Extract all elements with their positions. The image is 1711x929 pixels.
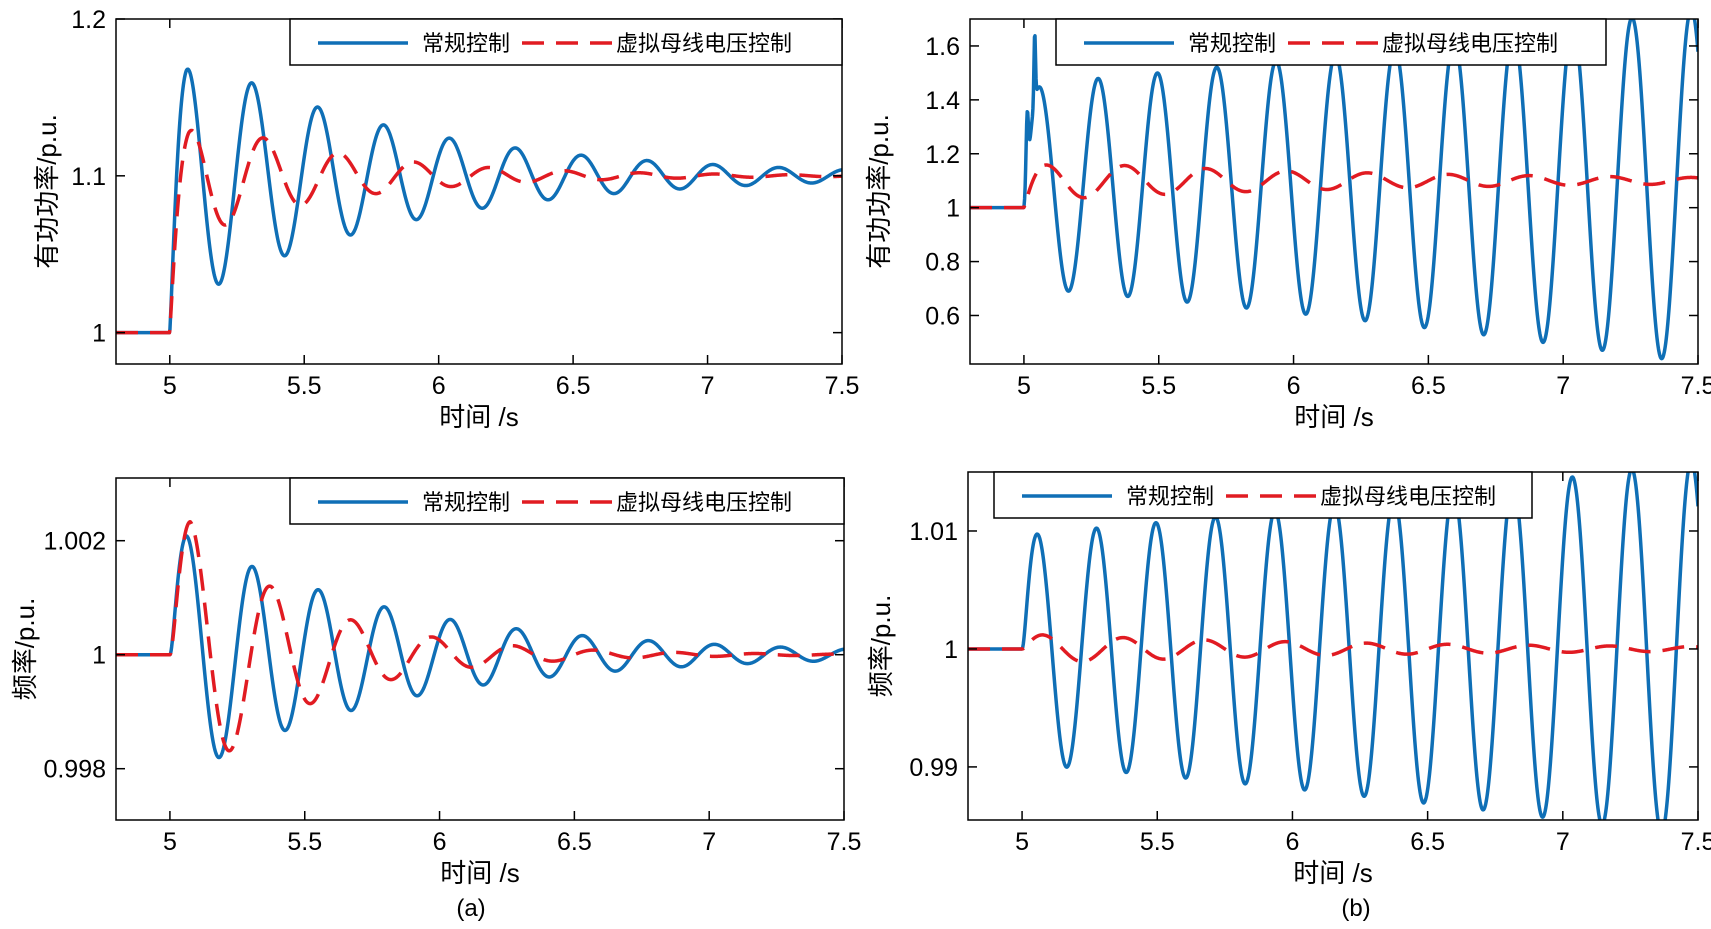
y-tick-label: 0.998: [43, 756, 106, 784]
y-tick-label: 0.8: [925, 249, 960, 277]
x-tick-label: 7.5: [1681, 372, 1711, 400]
y-axis-label: 频率/p.u.: [10, 598, 40, 701]
x-tick-label: 5.5: [287, 828, 322, 856]
y-tick-label: 1.002: [43, 528, 106, 556]
axes-frame: [115, 477, 845, 821]
series-group: [116, 520, 844, 760]
x-tick-label: 7.5: [825, 372, 860, 400]
y-tick-label: 1.4: [925, 87, 960, 115]
y-tick-label: 1.1: [71, 163, 106, 191]
x-tick-label: 6.5: [1411, 372, 1446, 400]
x-tick-label: 5: [1017, 372, 1031, 400]
series-group: [116, 67, 842, 335]
y-tick-label: 1: [92, 642, 106, 670]
legend-label-virtual-bus: 虚拟母线电压控制: [1320, 484, 1496, 509]
x-tick-label: 5: [163, 828, 177, 856]
panel-label-b: (b): [1341, 895, 1370, 922]
chart-b-active-power: 5 5.5 6 6.5 7 7.5 0.6 0.8 1 1.2 1.4 1.6 时间 /s 有功功率/p.…: [864, 18, 1711, 432]
x-axis-label: 时间 /s: [440, 858, 519, 888]
legend: 常规控制 虚拟母线电压控制: [1055, 18, 1607, 66]
panel-label-a: (a): [456, 895, 485, 922]
x-tick-label: 6.5: [557, 828, 592, 856]
chart-a-frequency: 5 5.5 6 6.5 7 7.5 0.998 1 1.002 时间 /s 频率/p.u. 常规控制 虚…: [10, 477, 862, 888]
y-tick-label: 0.99: [909, 754, 958, 782]
legend: 常规控制 虚拟母线电压控制: [289, 18, 843, 66]
x-tick-label: 6: [432, 372, 446, 400]
axes-frame: [115, 18, 843, 365]
x-tick-label: 6.5: [556, 372, 591, 400]
x-axis-label: 时间 /s: [439, 402, 518, 432]
y-axis-label: 有功功率/p.u.: [32, 114, 62, 269]
y-tick-label: 1.2: [71, 6, 106, 34]
series-virtual-bus-line: [968, 633, 1698, 664]
legend: 常规控制 虚拟母线电压控制: [993, 471, 1533, 519]
chart-b-frequency: 5 5.5 6 6.5 7 7.5 0.99 1 1.01 时间 /s 频率/p.u. 常规控制 虚拟母…: [866, 471, 1711, 888]
x-tick-label: 5.5: [287, 372, 322, 400]
x-tick-label: 7.5: [827, 828, 862, 856]
x-tick-label: 5.5: [1141, 372, 1176, 400]
legend-label-conventional: 常规控制: [1188, 31, 1276, 56]
series-virtual-bus-line: [970, 163, 1698, 210]
series-conventional-line: [116, 534, 844, 760]
series-virtual-bus-line: [116, 520, 844, 753]
x-axis-label: 时间 /s: [1293, 858, 1372, 888]
legend-label-conventional: 常规控制: [422, 490, 510, 515]
y-tick-label: 1.6: [925, 33, 960, 61]
legend-label-virtual-bus: 虚拟母线电压控制: [1382, 31, 1558, 56]
x-tick-label: 5.5: [1140, 828, 1175, 856]
x-axis-label: 时间 /s: [1294, 402, 1373, 432]
x-tick-label: 7: [1556, 372, 1570, 400]
chart-a-active-power: 5 5.5 6 6.5 7 7.5 1 1.1 1.2 时间 /s 有功功率/p.u. 常规控制 虚拟母…: [32, 6, 859, 432]
series-conventional-line: [116, 67, 842, 335]
x-tick-label: 6: [433, 828, 447, 856]
x-tick-label: 7: [702, 828, 716, 856]
y-tick-label: 0.6: [925, 302, 960, 330]
legend-label-virtual-bus: 虚拟母线电压控制: [616, 31, 792, 56]
legend-label-virtual-bus: 虚拟母线电压控制: [616, 490, 792, 515]
x-tick-label: 7: [701, 372, 715, 400]
y-axis-label: 频率/p.u.: [866, 595, 896, 698]
y-tick-label: 1: [944, 636, 958, 664]
x-tick-label: 7: [1556, 828, 1570, 856]
x-tick-label: 5: [163, 372, 177, 400]
x-tick-label: 7.5: [1681, 828, 1711, 856]
x-tick-label: 6: [1287, 372, 1301, 400]
x-tick-label: 6.5: [1410, 828, 1445, 856]
y-tick-label: 1.2: [925, 141, 960, 169]
series-virtual-bus-line: [116, 128, 842, 335]
legend: 常规控制 虚拟母线电压控制: [289, 477, 845, 525]
x-tick-label: 5: [1015, 828, 1029, 856]
y-tick-label: 1: [946, 195, 960, 223]
y-tick-label: 1: [92, 320, 106, 348]
x-tick-label: 6: [1285, 828, 1299, 856]
legend-label-conventional: 常规控制: [1126, 484, 1214, 509]
legend-label-conventional: 常规控制: [422, 31, 510, 56]
y-tick-label: 1.01: [909, 518, 958, 546]
y-axis-label: 有功功率/p.u.: [864, 114, 894, 269]
